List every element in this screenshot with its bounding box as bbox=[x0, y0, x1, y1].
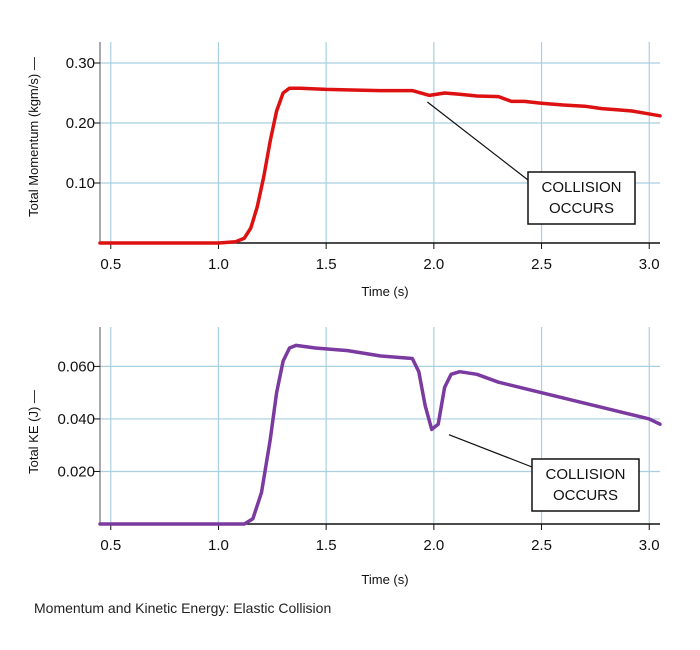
momentum-y-tick-label-0: 0.10 bbox=[66, 175, 95, 192]
momentum-y-tick-label-1: 0.20 bbox=[66, 115, 95, 132]
figure-caption: Momentum and Kinetic Energy: Elastic Col… bbox=[34, 600, 332, 616]
momentum-annotation-leader bbox=[427, 101, 529, 181]
ke-x-tick-label-1: 1.0 bbox=[208, 537, 229, 554]
momentum-annotation-text-1: OCCURS bbox=[549, 200, 614, 217]
ke-y-tick-label-0: 0.020 bbox=[57, 463, 95, 480]
ke-annotation-text-1: OCCURS bbox=[553, 487, 618, 504]
ke-annotation-leader bbox=[448, 434, 533, 468]
momentum-x-tick-label-0: 0.5 bbox=[100, 256, 121, 273]
momentum-annotation-text-0: COLLISION bbox=[541, 179, 621, 196]
momentum-gridlines bbox=[100, 42, 660, 243]
ke-y-tick-label-2: 0.060 bbox=[57, 358, 95, 375]
momentum-annotation-0: COLLISION OCCURS bbox=[427, 101, 636, 225]
momentum-chart: 0.5 1.0 1.5 2.0 2.5 3.0 0.10 0.20 0.30 Time (s) To… bbox=[26, 42, 662, 299]
momentum-y-axis-label: Total Momentum (kgm/s) — bbox=[26, 57, 41, 217]
momentum-annotation-box bbox=[527, 171, 636, 225]
ke-gridlines bbox=[100, 327, 660, 524]
momentum-x-tick-label-4: 2.5 bbox=[531, 256, 552, 273]
momentum-x-tick-label-5: 3.0 bbox=[639, 256, 660, 273]
momentum-x-tick-label-3: 2.0 bbox=[423, 256, 444, 273]
ke-annotation-text-0: COLLISION bbox=[545, 466, 625, 483]
momentum-x-tick-label-1: 1.0 bbox=[208, 256, 229, 273]
ke-x-tick-label-5: 3.0 bbox=[639, 537, 660, 554]
ke-x-tick-label-2: 1.5 bbox=[316, 537, 337, 554]
ke-annotation-box bbox=[531, 458, 640, 512]
ke-series-line-0 bbox=[98, 343, 662, 526]
ke-x-tick-label-0: 0.5 bbox=[100, 537, 121, 554]
momentum-series-line-0 bbox=[98, 86, 662, 245]
ke-annotation-0: COLLISION OCCURS bbox=[448, 434, 640, 512]
momentum-x-axis-label: Time (s) bbox=[361, 284, 408, 299]
ke-x-tick-label-3: 2.0 bbox=[423, 537, 444, 554]
ke-x-axis-label: Time (s) bbox=[361, 572, 408, 587]
ke-y-axis-label: Total KE (J) — bbox=[26, 390, 41, 474]
ke-y-tick-label-1: 0.040 bbox=[57, 411, 95, 428]
momentum-x-tick-label-2: 1.5 bbox=[316, 256, 337, 273]
ke-x-tick-label-4: 2.5 bbox=[531, 537, 552, 554]
momentum-y-tick-label-2: 0.30 bbox=[66, 55, 95, 72]
